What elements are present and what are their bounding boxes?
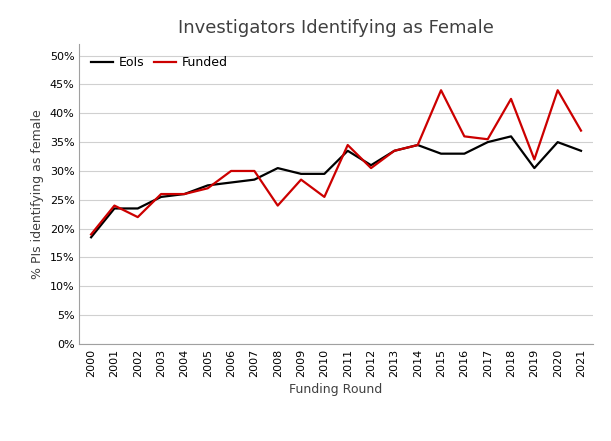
EoIs bbox=[390, 148, 398, 153]
Funded bbox=[531, 157, 538, 162]
EoIs bbox=[87, 235, 95, 240]
EoIs bbox=[344, 148, 351, 153]
Funded bbox=[367, 165, 375, 171]
Funded bbox=[158, 191, 165, 197]
EoIs bbox=[414, 142, 422, 148]
Funded bbox=[344, 142, 351, 148]
EoIs bbox=[437, 151, 445, 156]
EoIs bbox=[111, 206, 118, 211]
Funded bbox=[204, 186, 211, 191]
Line: Funded: Funded bbox=[91, 90, 581, 235]
EoIs bbox=[298, 171, 305, 176]
Funded bbox=[414, 142, 422, 148]
X-axis label: Funding Round: Funding Round bbox=[290, 383, 382, 396]
EoIs bbox=[367, 163, 375, 168]
Funded bbox=[321, 194, 328, 200]
EoIs bbox=[134, 206, 141, 211]
Funded bbox=[111, 203, 118, 208]
Funded bbox=[507, 96, 514, 101]
Legend: EoIs, Funded: EoIs, Funded bbox=[91, 56, 227, 69]
Funded bbox=[274, 203, 282, 208]
EoIs bbox=[484, 139, 491, 145]
EoIs bbox=[158, 194, 165, 200]
EoIs bbox=[321, 171, 328, 176]
EoIs bbox=[461, 151, 468, 156]
Funded bbox=[484, 137, 491, 142]
Funded bbox=[251, 168, 258, 174]
Funded bbox=[134, 214, 141, 220]
Y-axis label: % PIs identifying as female: % PIs identifying as female bbox=[31, 109, 44, 279]
EoIs bbox=[251, 177, 258, 182]
Title: Investigators Identifying as Female: Investigators Identifying as Female bbox=[178, 19, 494, 37]
EoIs bbox=[507, 134, 514, 139]
Funded bbox=[437, 88, 445, 93]
Funded bbox=[390, 148, 398, 153]
EoIs bbox=[227, 180, 235, 185]
EoIs bbox=[274, 165, 282, 171]
Funded bbox=[577, 128, 585, 133]
Funded bbox=[298, 177, 305, 182]
EoIs bbox=[531, 165, 538, 171]
EoIs bbox=[577, 148, 585, 153]
Funded bbox=[181, 191, 188, 197]
Line: EoIs: EoIs bbox=[91, 136, 581, 237]
Funded bbox=[554, 88, 562, 93]
Funded bbox=[87, 232, 95, 237]
Funded bbox=[461, 134, 468, 139]
EoIs bbox=[204, 183, 211, 188]
EoIs bbox=[181, 191, 188, 197]
Funded bbox=[227, 168, 235, 174]
EoIs bbox=[554, 139, 562, 145]
